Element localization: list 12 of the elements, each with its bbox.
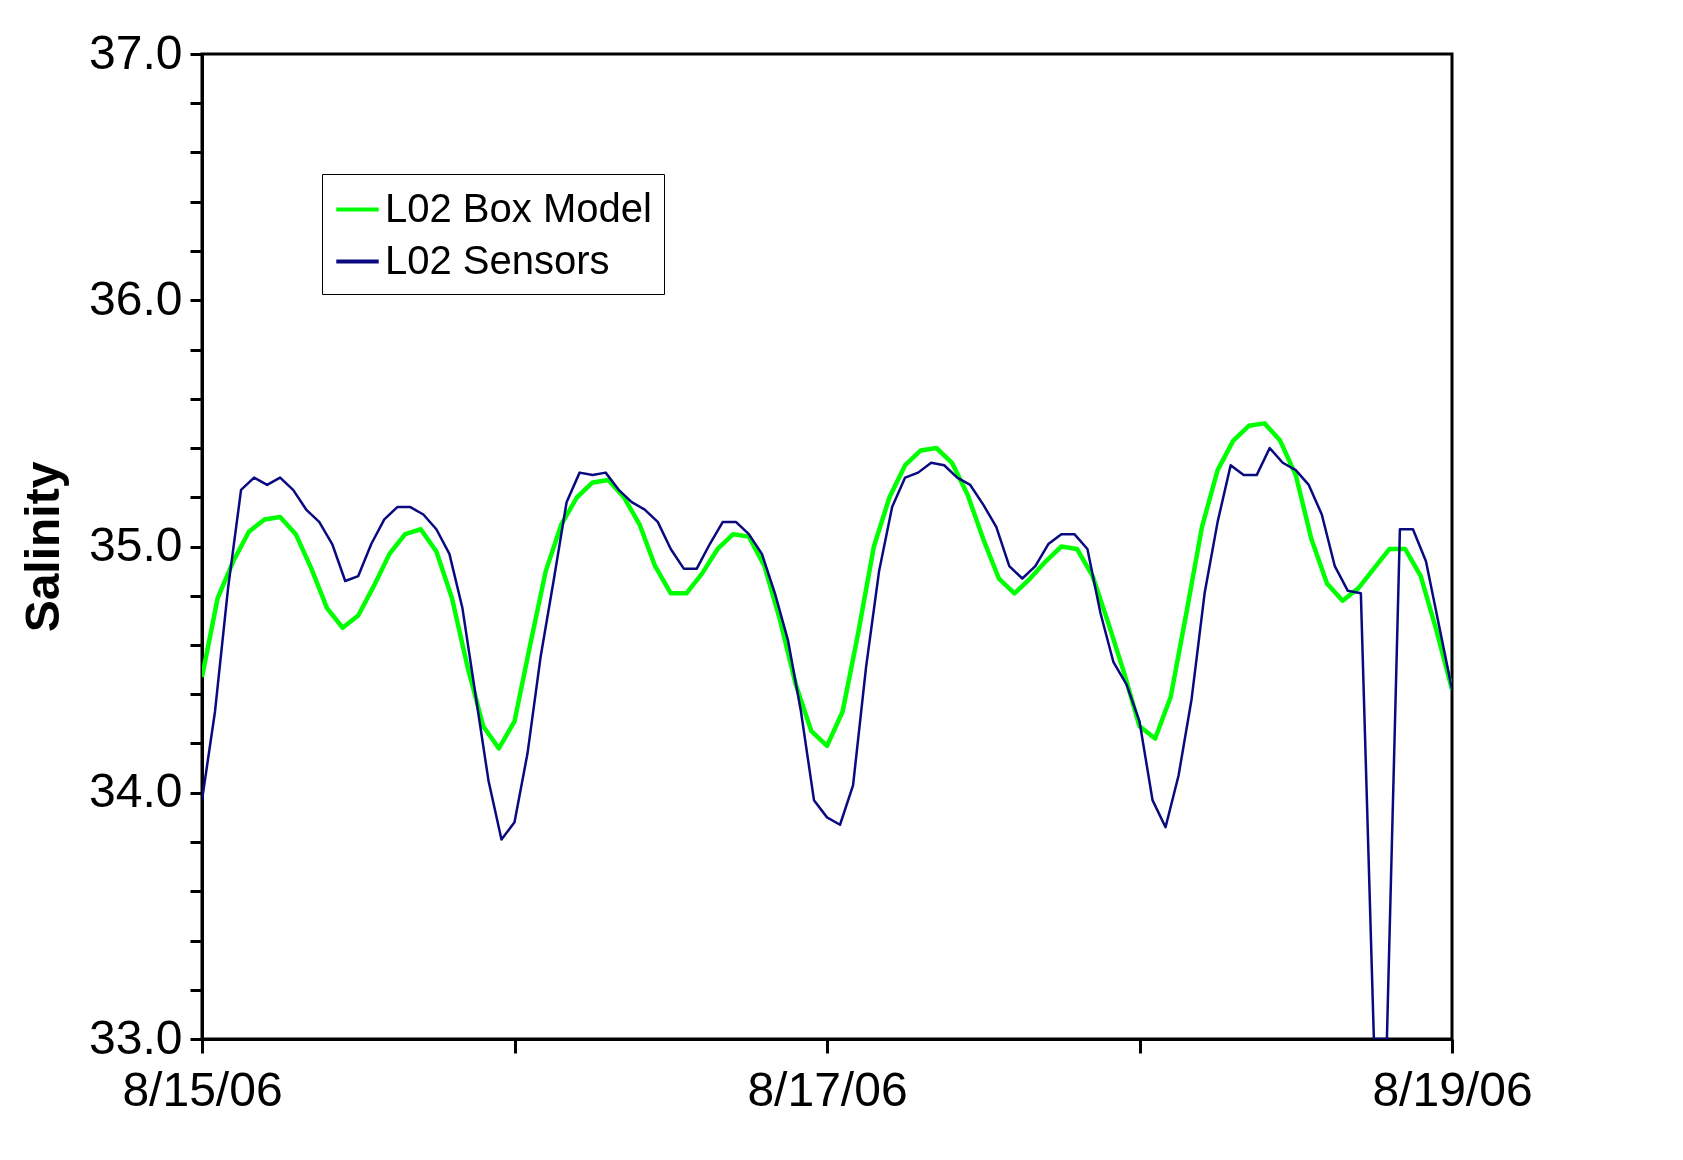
line-series bbox=[202, 421, 1452, 751]
y-tick-label: 33.0 bbox=[89, 1010, 183, 1064]
y-tick-label: 34.0 bbox=[89, 764, 183, 818]
legend-label: L02 Box Model bbox=[385, 185, 652, 230]
y-tick-label: 37.0 bbox=[89, 25, 183, 79]
y-tick-label: 36.0 bbox=[89, 271, 183, 325]
x-tick-label: 8/15/06 bbox=[122, 1062, 283, 1116]
y-axis-title: Salinity bbox=[16, 461, 70, 633]
x-tick-label: 8/19/06 bbox=[1372, 1062, 1533, 1116]
y-tick-label: 35.0 bbox=[89, 518, 183, 571]
legend-label: L02 Sensors bbox=[385, 237, 610, 282]
x-tick-label: 8/17/06 bbox=[747, 1062, 908, 1116]
